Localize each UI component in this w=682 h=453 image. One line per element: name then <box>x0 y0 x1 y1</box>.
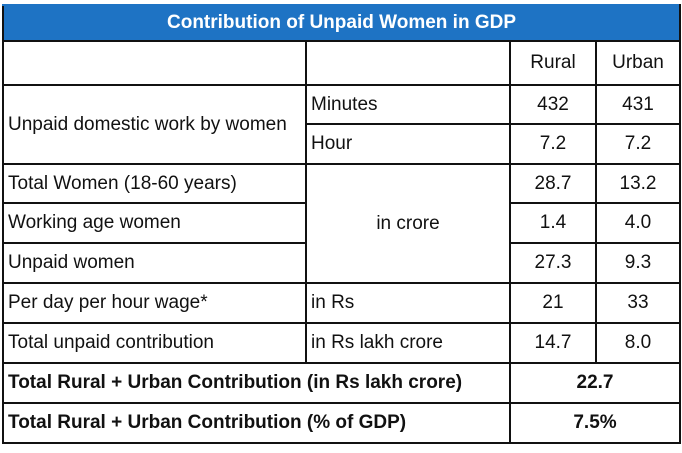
total-women-urban: 13.2 <box>595 163 681 204</box>
working-age-label: Working age women <box>2 202 307 244</box>
unpaid-women-urban: 9.3 <box>595 242 681 284</box>
table-row: Total unpaid contribution in Rs lakh cro… <box>2 322 681 364</box>
contribution-label: Total unpaid contribution <box>2 322 307 364</box>
table-row: Total Women (18-60 years) in crore 28.7 … <box>2 163 681 284</box>
wage-unit: in Rs <box>305 282 511 324</box>
unpaid-women-label: Unpaid women <box>2 242 307 284</box>
gdp-contribution-table: Contribution of Unpaid Women in GDP Rura… <box>2 4 681 444</box>
unpaid-women-rural: 27.3 <box>509 242 597 284</box>
total-women-rural: 28.7 <box>509 163 597 204</box>
total-lakh-crore-value: 22.7 <box>509 362 681 404</box>
header-urban: Urban <box>595 40 681 86</box>
header-rural: Rural <box>509 40 597 86</box>
total-row: Total Rural + Urban Contribution (in Rs … <box>2 362 681 404</box>
domestic-work-label: Unpaid domestic work by women <box>2 84 307 165</box>
contribution-rural: 14.7 <box>509 322 597 364</box>
working-age-urban: 4.0 <box>595 202 681 244</box>
wage-label: Per day per hour wage* <box>2 282 307 324</box>
minutes-urban: 431 <box>595 84 681 125</box>
contribution-unit: in Rs lakh crore <box>305 322 511 364</box>
minutes-rural: 432 <box>509 84 597 125</box>
title-row: Contribution of Unpaid Women in GDP <box>2 4 681 42</box>
hour-unit: Hour <box>305 123 511 165</box>
table-row: Per day per hour wage* in Rs 21 33 <box>2 282 681 324</box>
wage-rural: 21 <box>509 282 597 324</box>
total-gdp-percent-value: 7.5% <box>509 402 681 444</box>
total-lakh-crore-label: Total Rural + Urban Contribution (in Rs … <box>2 362 511 404</box>
header-empty-1 <box>2 40 307 86</box>
header-row: Rural Urban <box>2 40 681 86</box>
table-row: Working age women 1.4 4.0 <box>2 202 681 244</box>
minutes-unit: Minutes <box>305 84 511 125</box>
hour-rural: 7.2 <box>509 123 597 165</box>
total-women-label: Total Women (18-60 years) <box>2 163 307 204</box>
total-row: Total Rural + Urban Contribution (% of G… <box>2 402 681 444</box>
table-row: Hour 7.2 7.2 <box>3 123 681 165</box>
hour-urban: 7.2 <box>595 123 681 165</box>
table-row: Unpaid domestic work by women Minutes 43… <box>2 84 681 165</box>
table-title: Contribution of Unpaid Women in GDP <box>2 4 681 42</box>
total-gdp-percent-label: Total Rural + Urban Contribution (% of G… <box>2 402 511 444</box>
working-age-rural: 1.4 <box>509 202 597 244</box>
contribution-urban: 8.0 <box>595 322 681 364</box>
header-empty-2 <box>305 40 511 86</box>
crore-unit: in crore <box>305 163 511 284</box>
table-row: Unpaid women 27.3 9.3 <box>2 242 681 284</box>
wage-urban: 33 <box>595 282 681 324</box>
